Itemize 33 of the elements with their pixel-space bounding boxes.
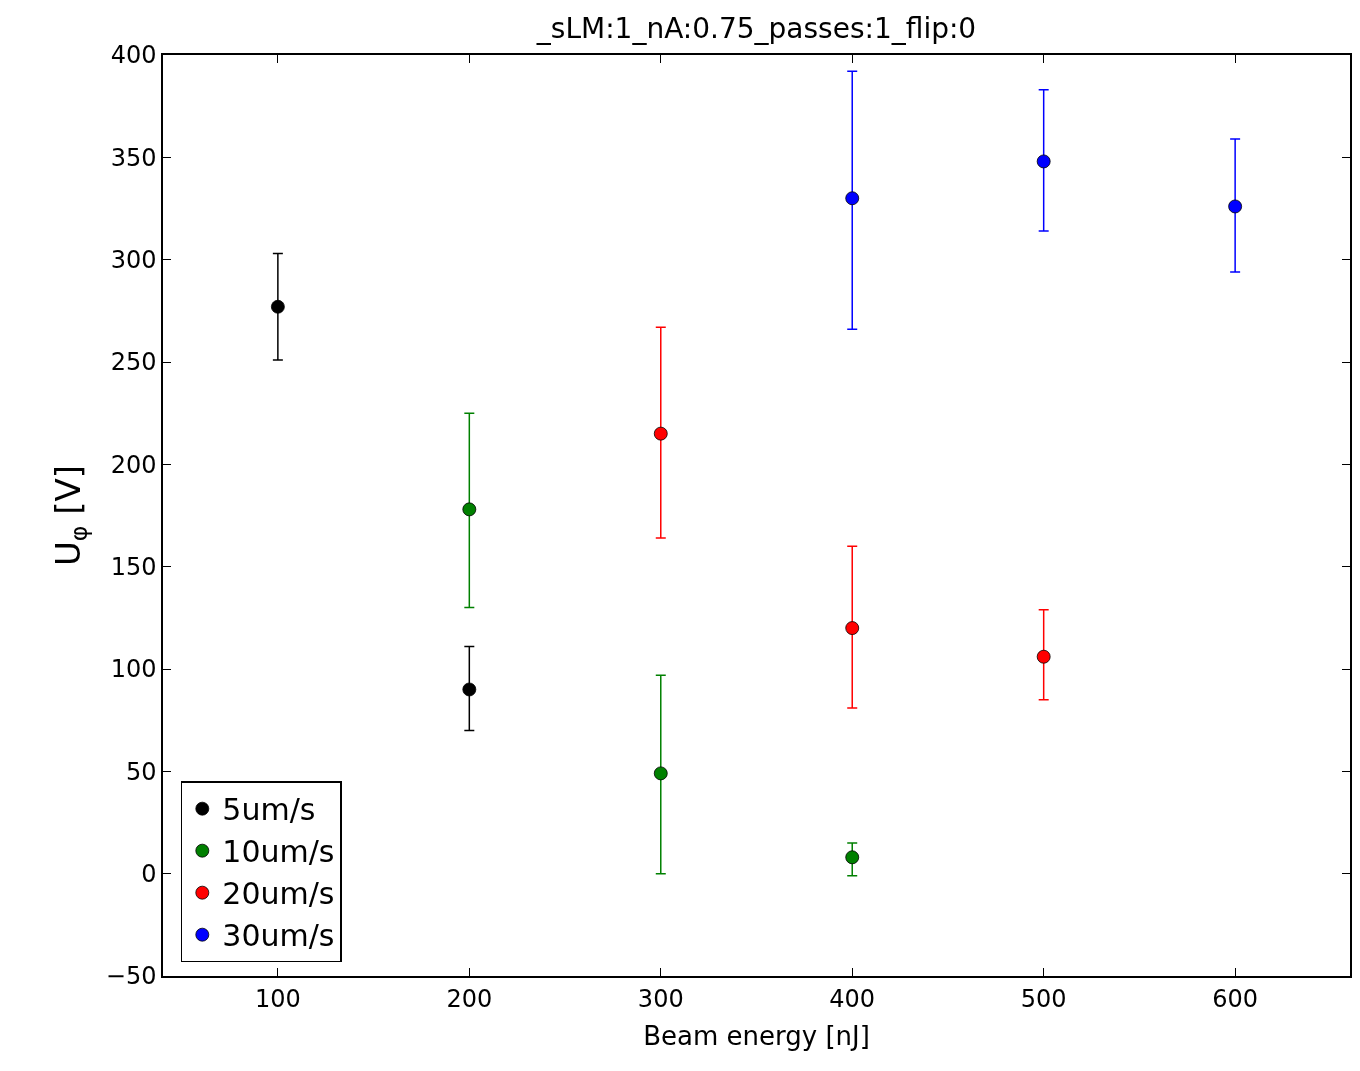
point [1228, 199, 1243, 214]
point [1036, 154, 1051, 169]
x-tick-label: 100 [254, 984, 301, 1013]
y-tick-label: 400 [110, 41, 157, 70]
x-tick-label: 600 [1212, 984, 1259, 1013]
y-tick-label: −50 [105, 962, 157, 991]
x-tick-label: 400 [829, 984, 876, 1013]
point [462, 682, 477, 697]
y-tick-label: 150 [110, 553, 157, 582]
y-tick-label: 50 [125, 757, 157, 786]
chart-title: _sLM:1_nA:0.75_passes:1_flip:0 [535, 12, 977, 45]
point [845, 850, 860, 865]
y-tick-label: 0 [141, 860, 157, 889]
legend-label: 30um/s [222, 918, 335, 954]
y-tick-label: 300 [110, 246, 157, 275]
point [845, 191, 860, 206]
x-axis-title: Beam energy [nJ] [643, 1020, 870, 1051]
legend-label: 5um/s [222, 792, 316, 828]
point [270, 299, 285, 314]
point [1036, 649, 1051, 664]
legend-label: 20um/s [222, 876, 335, 912]
x-tick-label: 300 [637, 984, 684, 1013]
point [653, 766, 668, 781]
x-tick-label: 500 [1020, 984, 1067, 1013]
y-tick-label: 350 [110, 143, 157, 172]
y-tick-label: 100 [110, 655, 157, 684]
point [845, 621, 860, 635]
legend-label: 10um/s [222, 834, 335, 870]
x-tick-label: 200 [446, 984, 493, 1013]
y-tick-label: 250 [110, 348, 157, 377]
y-tick-label: 200 [110, 450, 157, 479]
point [653, 426, 668, 441]
point [462, 502, 477, 517]
